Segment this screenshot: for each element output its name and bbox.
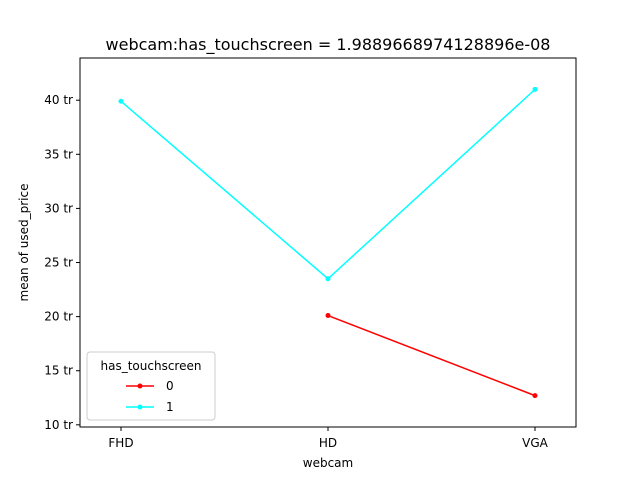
- legend-items: 01: [126, 379, 174, 414]
- legend-title: has_touchscreen: [101, 359, 202, 373]
- y-axis: 10 tr 15 tr 20 tr 25 tr 30 tr 35 tr 40 tr: [44, 93, 80, 432]
- y-tick-label: 15 tr: [44, 364, 73, 378]
- y-tick-label: 10 tr: [44, 418, 73, 432]
- data-point: [532, 393, 538, 399]
- series-line: [120, 88, 536, 280]
- x-tick-label: HD: [319, 436, 337, 450]
- series-0: [325, 313, 538, 399]
- y-axis-label: mean of used_price: [17, 184, 31, 302]
- series-lines: [118, 86, 538, 399]
- legend-marker: [137, 404, 143, 410]
- y-tick-label: 40 tr: [44, 93, 73, 107]
- chart-title: webcam:has_touchscreen = 1.9889668974128…: [106, 35, 551, 55]
- y-tick-label: 30 tr: [44, 201, 73, 215]
- y-tick-label: 20 tr: [44, 310, 73, 324]
- data-point: [325, 313, 331, 319]
- y-tick-label: 25 tr: [44, 256, 73, 270]
- y-tick-label: 35 tr: [44, 147, 73, 161]
- legend: has_touchscreen 01: [86, 351, 216, 421]
- x-tick-label: FHD: [108, 436, 133, 450]
- x-tick-label: VGA: [522, 436, 549, 450]
- data-point: [532, 86, 538, 92]
- legend-marker: [137, 383, 143, 389]
- x-axis-label: webcam: [303, 456, 353, 470]
- data-point: [118, 98, 124, 104]
- data-point: [325, 276, 331, 282]
- x-axis: FHD HD VGA: [108, 427, 549, 450]
- legend-label: 0: [166, 379, 174, 393]
- series-line: [327, 314, 536, 397]
- legend-label: 1: [166, 400, 174, 414]
- series-1: [118, 86, 538, 282]
